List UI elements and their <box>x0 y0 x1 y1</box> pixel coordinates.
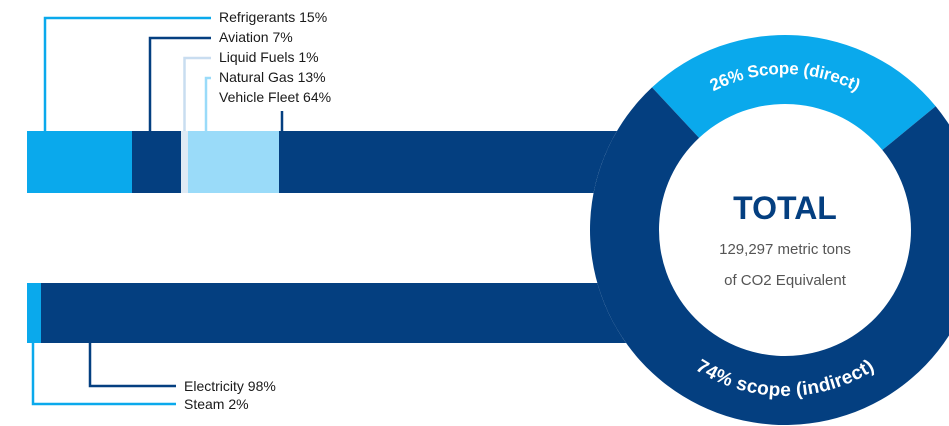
leader-line-electricity <box>88 343 176 388</box>
label-steam: Steam 2% <box>184 396 249 412</box>
donut-slice-scope-direct <box>652 35 936 151</box>
bar-segment-natural-gas <box>188 131 280 193</box>
leader-line-steam <box>31 343 176 406</box>
bar-segment-liquid-fuels <box>181 131 189 193</box>
bar-segment-aviation <box>132 131 182 193</box>
donut-center-line1: 129,297 metric tons <box>719 241 851 258</box>
label-liquid-fuels: Liquid Fuels 1% <box>219 49 319 65</box>
label-electricity: Electricity 98% <box>184 378 276 394</box>
bar-segment-refrigerants <box>27 131 133 193</box>
leader-line-natural-gas <box>204 76 211 131</box>
donut-center-line2: of CO2 Equivalent <box>724 272 847 289</box>
bar-segment-steam <box>27 283 42 343</box>
label-aviation: Aviation 7% <box>219 29 293 45</box>
leader-line-refrigerants <box>43 16 211 131</box>
label-vehicle-fleet: Vehicle Fleet 64% <box>219 89 331 105</box>
label-natural-gas: Natural Gas 13% <box>219 69 326 85</box>
leader-line-liquid-fuels <box>183 56 211 131</box>
donut-slice-scope-indirect <box>590 87 949 425</box>
leader-line-aviation <box>148 36 211 131</box>
label-refrigerants: Refrigerants 15% <box>219 9 327 25</box>
donut-center-title: TOTAL <box>733 190 837 226</box>
